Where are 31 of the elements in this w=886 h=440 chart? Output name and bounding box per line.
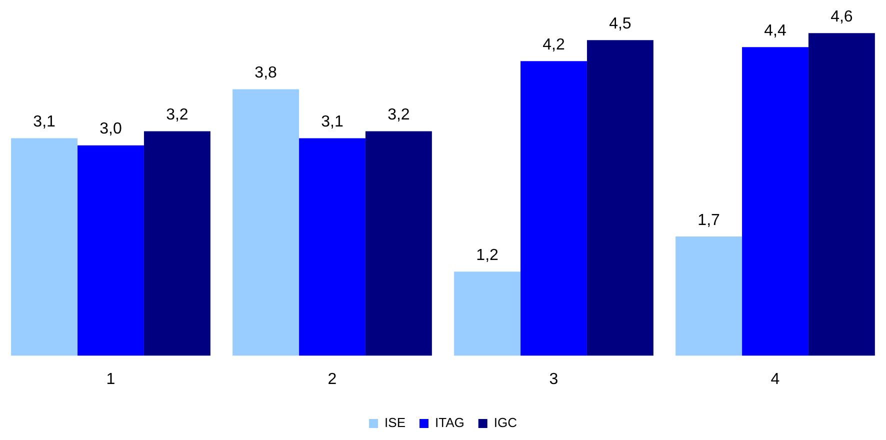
legend-label: ITAG — [434, 415, 464, 430]
bar — [232, 89, 300, 356]
bar — [586, 40, 654, 356]
bar — [808, 33, 875, 356]
x-tick-label: 1 — [106, 370, 116, 388]
bar — [299, 138, 366, 356]
data-label: 3,1 — [33, 114, 56, 131]
data-label: 3,2 — [388, 106, 410, 124]
data-label: 1,7 — [698, 212, 720, 229]
bar — [520, 61, 587, 356]
legend-label: IGC — [494, 415, 517, 430]
x-tick-label: 3 — [549, 370, 558, 388]
bar — [365, 131, 432, 356]
data-label: 3,0 — [100, 120, 122, 138]
bar — [454, 272, 521, 356]
data-label: 4,6 — [830, 8, 853, 26]
x-tick-label: 4 — [770, 370, 780, 388]
data-label: 4,2 — [542, 36, 565, 54]
bar — [78, 145, 144, 356]
bar — [676, 236, 742, 356]
data-label: 1,2 — [476, 247, 499, 264]
data-label: 4,4 — [764, 22, 786, 40]
bar — [742, 47, 808, 356]
data-label: 3,2 — [166, 106, 188, 124]
data-label: 3,8 — [254, 64, 278, 82]
bar — [144, 131, 210, 356]
bar — [11, 138, 78, 356]
legend-label: ISE — [384, 415, 406, 430]
data-label: 3,1 — [321, 114, 344, 131]
data-label: 4,5 — [609, 15, 632, 32]
x-tick-label: 2 — [328, 370, 337, 388]
